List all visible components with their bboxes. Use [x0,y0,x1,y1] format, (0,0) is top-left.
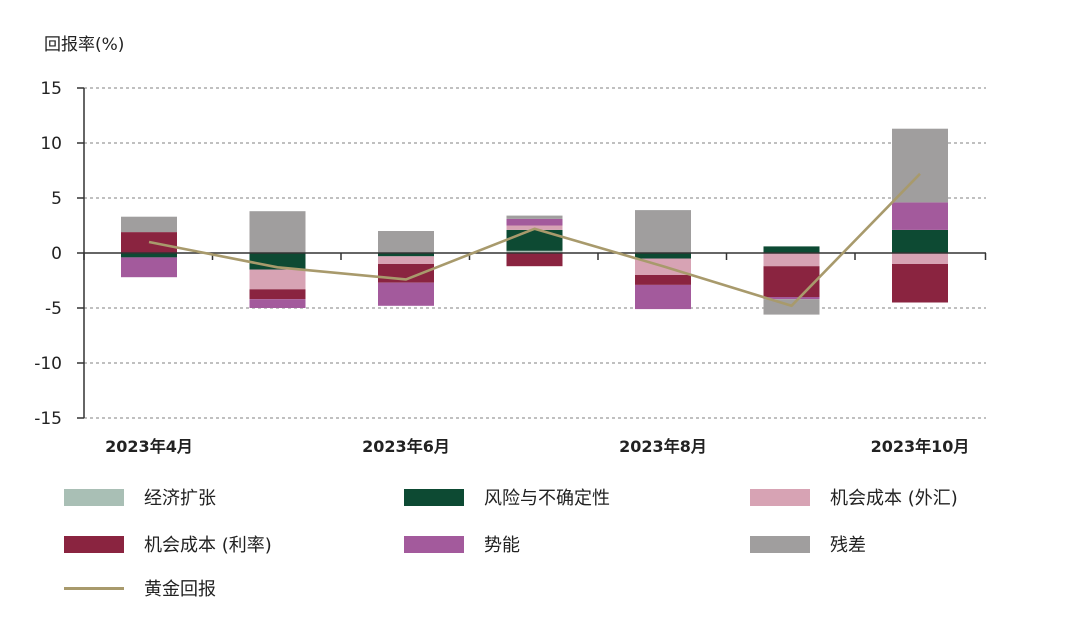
bar-segment [763,246,820,253]
x-tick-label: 2023年4月 [105,437,193,456]
bar-segment [121,257,177,278]
gold-return-line [148,172,921,308]
bar-segment [249,299,306,308]
bar-segment [506,218,563,226]
bar-segment [506,250,563,253]
x-tick-label: 2023年8月 [619,437,707,456]
bar-segment [892,202,948,230]
bar-segment [635,275,691,285]
bar-segment [121,216,177,233]
y-tick-label: 10 [40,134,62,154]
bar-segment [121,253,177,258]
bar-segment [892,253,948,264]
y-tick-label: -5 [45,299,62,319]
bar-segment [506,229,563,251]
bar-segment [249,289,306,300]
bar-segment [378,253,434,257]
x-tick-label: 2023年6月 [362,437,450,456]
x-tick-label: 2023年10月 [871,437,970,456]
bar-segment [249,211,306,253]
bar-segment [892,229,948,253]
bar-segment [892,264,948,303]
y-tick-label: 15 [40,79,62,99]
bar-segment [892,128,948,203]
y-tick-label: -10 [34,354,62,374]
y-axis-title: 回报率(%) [44,35,125,55]
bar-segment [378,231,434,253]
bar-segment [635,210,691,253]
y-tick-label: -15 [34,409,62,429]
bar-segment [249,269,306,290]
bar-segment [763,253,820,267]
bar-segment [506,215,563,219]
bar-segment [635,284,691,310]
bar-segment [763,266,820,297]
bar-segment [635,253,691,259]
y-tick-label: 5 [51,189,62,209]
bar-segment [763,297,820,300]
y-tick-label: 0 [51,244,62,264]
bar-segment [378,256,434,264]
bar-segment [506,253,563,267]
bar-segment [378,282,434,306]
